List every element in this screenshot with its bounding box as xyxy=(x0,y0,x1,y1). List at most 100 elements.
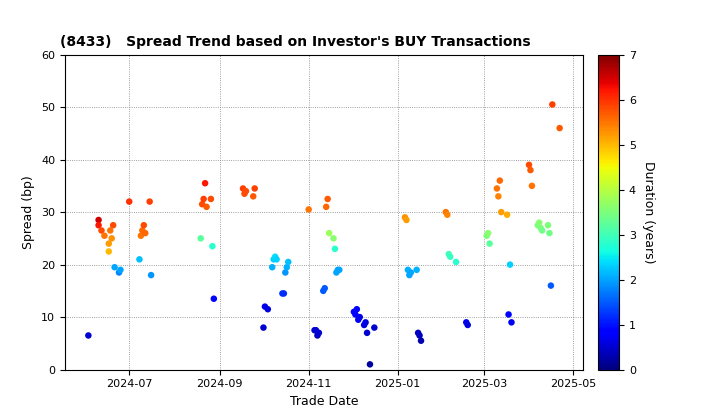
Point xyxy=(140,230,151,236)
Point xyxy=(322,196,333,202)
Point xyxy=(258,324,269,331)
Point xyxy=(259,303,271,310)
Point xyxy=(303,206,315,213)
Point xyxy=(495,209,507,215)
Point xyxy=(402,266,414,273)
Point xyxy=(109,264,120,270)
Point xyxy=(238,185,249,192)
Point xyxy=(323,230,335,236)
Point xyxy=(361,329,373,336)
Point xyxy=(440,209,451,215)
Point xyxy=(99,232,110,239)
Point xyxy=(405,269,417,276)
Point xyxy=(103,240,114,247)
Point xyxy=(313,329,325,336)
Point xyxy=(262,306,274,312)
Point xyxy=(271,256,282,263)
Point xyxy=(96,227,107,234)
Point xyxy=(354,314,366,320)
Point xyxy=(310,327,322,333)
Point xyxy=(104,227,116,234)
Point xyxy=(461,319,472,326)
Point xyxy=(526,182,538,189)
Point xyxy=(134,256,145,263)
Point xyxy=(198,196,210,202)
Point xyxy=(505,319,517,326)
Point xyxy=(113,269,125,276)
Point xyxy=(93,222,104,228)
Point xyxy=(278,290,289,297)
Point xyxy=(364,361,376,368)
Point xyxy=(199,180,211,186)
Point xyxy=(504,261,516,268)
Point xyxy=(544,230,555,236)
Point xyxy=(494,177,505,184)
Point xyxy=(351,306,363,312)
Point xyxy=(239,190,251,197)
Point xyxy=(503,311,514,318)
Point xyxy=(107,222,119,228)
X-axis label: Trade Date: Trade Date xyxy=(289,395,359,408)
Point xyxy=(269,253,281,260)
Point xyxy=(491,185,503,192)
Point xyxy=(369,324,380,331)
Point xyxy=(348,308,360,315)
Text: (8433)   Spread Trend based on Investor's BUY Transactions: (8433) Spread Trend based on Investor's … xyxy=(60,35,530,49)
Point xyxy=(492,193,504,199)
Point xyxy=(330,269,342,276)
Point xyxy=(546,101,558,108)
Point xyxy=(353,316,364,323)
Y-axis label: Spread (bp): Spread (bp) xyxy=(22,175,35,249)
Point xyxy=(441,211,453,218)
Point xyxy=(197,201,208,207)
Point xyxy=(329,245,341,252)
Point xyxy=(137,227,148,234)
Point xyxy=(554,125,565,131)
Point xyxy=(332,266,343,273)
Point xyxy=(208,295,220,302)
Point xyxy=(415,337,427,344)
Point xyxy=(481,232,492,239)
Point xyxy=(145,272,157,278)
Point xyxy=(276,290,288,297)
Point xyxy=(404,272,415,278)
Point xyxy=(333,266,345,273)
Point xyxy=(462,322,474,328)
Point xyxy=(532,222,544,228)
Point xyxy=(281,264,292,270)
Point xyxy=(201,203,212,210)
Point xyxy=(482,230,494,236)
Point xyxy=(282,259,294,265)
Point xyxy=(525,167,536,173)
Point xyxy=(328,235,339,242)
Point xyxy=(413,329,424,336)
Point xyxy=(312,332,323,339)
Point xyxy=(350,311,361,318)
Point xyxy=(414,332,426,339)
Point xyxy=(450,259,462,265)
Point xyxy=(318,287,329,294)
Point xyxy=(320,203,332,210)
Point xyxy=(359,322,370,328)
Point xyxy=(249,185,261,192)
Point xyxy=(399,214,410,221)
Point xyxy=(411,266,423,273)
Point xyxy=(207,243,218,249)
Point xyxy=(534,219,545,226)
Point xyxy=(400,217,412,223)
Point xyxy=(266,264,278,270)
Point xyxy=(545,282,557,289)
Point xyxy=(103,248,114,255)
Point xyxy=(279,269,291,276)
Point xyxy=(114,266,126,273)
Point xyxy=(205,196,217,202)
Point xyxy=(360,319,372,326)
Point xyxy=(542,222,554,228)
Point xyxy=(135,232,147,239)
Point xyxy=(536,227,548,234)
Point xyxy=(93,217,104,223)
Point xyxy=(268,256,279,263)
Point xyxy=(319,285,330,291)
Point xyxy=(248,193,259,199)
Point xyxy=(106,235,117,242)
